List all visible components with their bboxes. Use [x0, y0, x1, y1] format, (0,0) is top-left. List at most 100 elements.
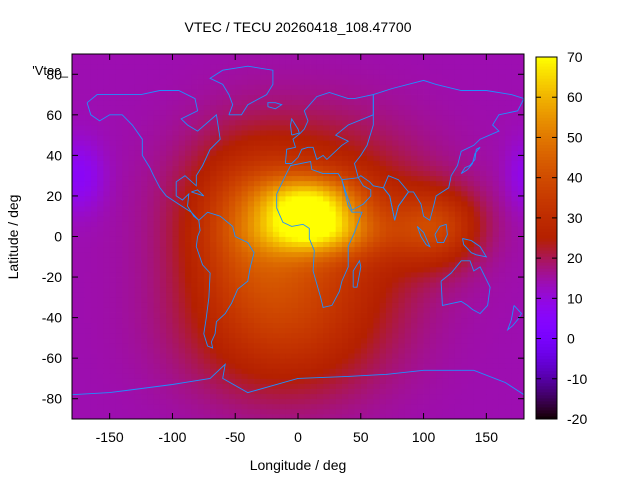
heatmap-cell: [134, 292, 142, 298]
heatmap-cell: [191, 104, 198, 111]
heatmap-cell: [222, 150, 230, 156]
heatmap-cell: [486, 160, 494, 166]
heatmap-cell: [216, 327, 224, 334]
heatmap-cell: [90, 185, 98, 192]
heatmap-cell: [78, 287, 85, 293]
heatmap-cell: [266, 302, 274, 308]
heatmap-cell: [166, 378, 173, 384]
heatmap-cell: [417, 277, 424, 283]
heatmap-cell: [304, 99, 311, 106]
heatmap-cell: [373, 261, 381, 268]
heatmap-cell: [134, 297, 142, 303]
heatmap-cell: [323, 413, 330, 419]
heatmap-cell: [429, 155, 437, 161]
heatmap-cell: [436, 135, 443, 141]
heatmap-cell: [360, 292, 368, 298]
heatmap-cell: [348, 104, 355, 111]
heatmap-cell: [354, 408, 362, 415]
heatmap-cell: [448, 327, 456, 334]
heatmap-cell: [492, 271, 500, 278]
heatmap-cell: [210, 109, 217, 116]
heatmap-cell: [373, 195, 381, 202]
heatmap-cell: [222, 282, 230, 288]
heatmap-cell: [367, 201, 374, 207]
heatmap-cell: [467, 119, 475, 126]
heatmap-cell: [178, 140, 186, 146]
heatmap-cell: [115, 378, 123, 384]
heatmap-cell: [316, 317, 324, 324]
heatmap-cell: [222, 226, 230, 232]
heatmap-cell: [291, 211, 299, 217]
heatmap-cell: [122, 165, 129, 171]
heatmap-cell: [467, 282, 475, 288]
heatmap-cell: [335, 363, 343, 369]
heatmap-cell: [473, 363, 481, 369]
heatmap-cell: [254, 271, 261, 278]
heatmap-cell: [323, 282, 330, 288]
heatmap-cell: [266, 69, 274, 75]
heatmap-cell: [423, 256, 431, 263]
heatmap-cell: [498, 413, 506, 419]
heatmap-cell: [216, 211, 224, 217]
heatmap-cell: [178, 216, 186, 222]
heatmap-cell: [78, 130, 85, 136]
heatmap-cell: [103, 277, 111, 283]
heatmap-cell: [404, 322, 412, 329]
heatmap-cell: [115, 170, 123, 177]
heatmap-cell: [505, 195, 512, 202]
heatmap-cell: [84, 241, 92, 248]
heatmap-cell: [442, 327, 450, 334]
heatmap-cell: [159, 221, 167, 227]
heatmap-cell: [310, 114, 318, 121]
heatmap-cell: [492, 266, 500, 273]
heatmap-cell: [103, 368, 111, 374]
heatmap-cell: [272, 322, 280, 329]
heatmap-cell: [379, 348, 387, 354]
heatmap-cell: [235, 165, 242, 171]
heatmap-cell: [84, 277, 92, 283]
heatmap-cell: [166, 337, 173, 344]
heatmap-cell: [235, 145, 242, 151]
heatmap-cell: [247, 89, 255, 95]
heatmap-cell: [467, 348, 475, 354]
heatmap-cell: [172, 282, 180, 288]
heatmap-cell: [122, 373, 129, 379]
heatmap-cell: [398, 170, 406, 177]
heatmap-cell: [341, 114, 349, 121]
heatmap-cell: [348, 337, 355, 344]
heatmap-cell: [109, 398, 117, 405]
heatmap-cell: [298, 241, 305, 248]
heatmap-cell: [260, 348, 268, 354]
heatmap-cell: [159, 358, 167, 364]
heatmap-cell: [191, 114, 198, 121]
heatmap-cell: [473, 104, 481, 111]
heatmap-cell: [178, 322, 186, 329]
heatmap-cell: [429, 170, 437, 177]
heatmap-cell: [134, 327, 142, 334]
heatmap-cell: [272, 302, 280, 308]
heatmap-cell: [235, 231, 242, 237]
heatmap-cell: [417, 241, 424, 248]
heatmap-cell: [335, 282, 343, 288]
heatmap-cell: [141, 378, 148, 384]
heatmap-cell: [517, 246, 524, 253]
heatmap-cell: [411, 393, 418, 400]
heatmap-cell: [436, 99, 443, 106]
heatmap-cell: [203, 246, 211, 253]
heatmap-cell: [153, 206, 161, 212]
heatmap-cell: [398, 211, 406, 217]
heatmap-cell: [304, 261, 311, 268]
heatmap-cell: [329, 358, 337, 364]
heatmap-cell: [454, 287, 462, 293]
heatmap-cell: [511, 109, 519, 116]
heatmap-cell: [354, 353, 362, 359]
heatmap-cell: [141, 170, 148, 177]
heatmap-cell: [304, 124, 311, 131]
heatmap-cell: [473, 302, 481, 308]
heatmap-cell: [279, 327, 286, 334]
heatmap-cell: [103, 373, 111, 379]
heatmap-cell: [228, 231, 236, 237]
heatmap-cell: [480, 256, 487, 263]
heatmap-cell: [109, 135, 117, 141]
heatmap-cell: [172, 160, 180, 166]
